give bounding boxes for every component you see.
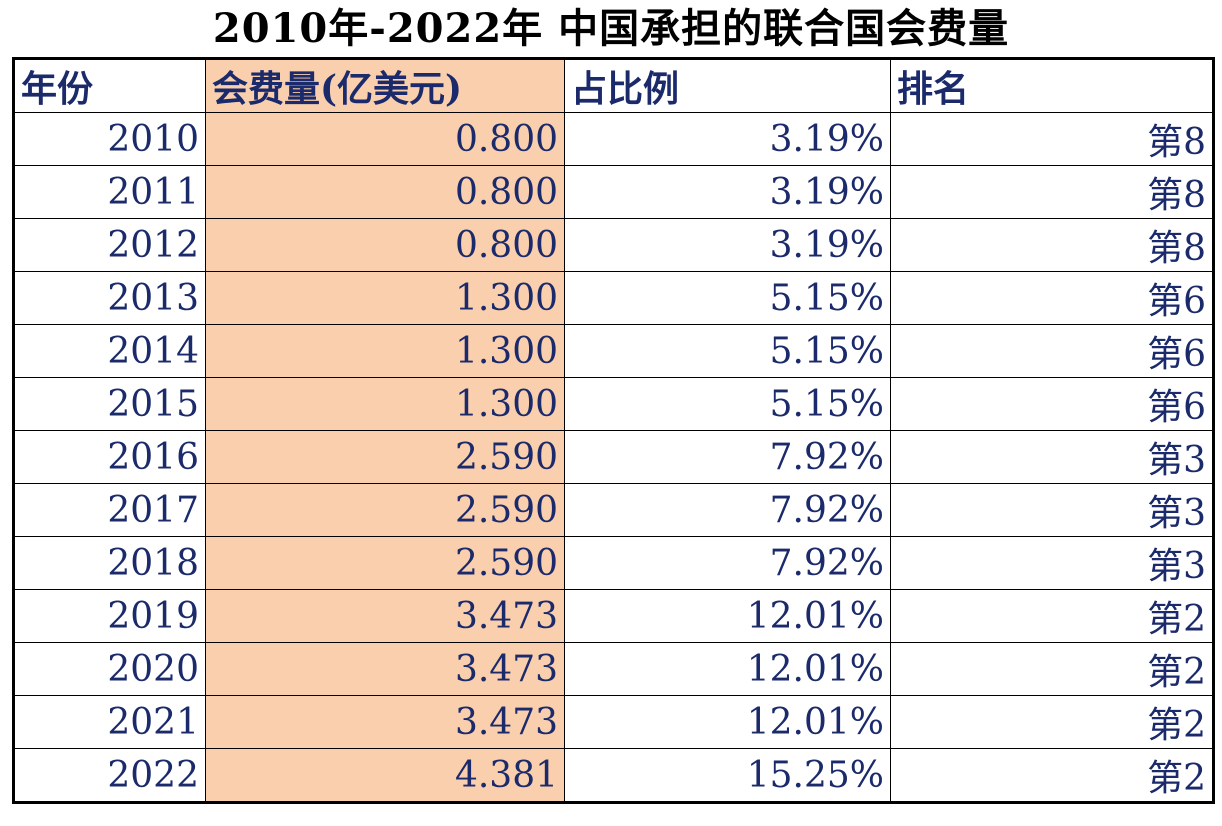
fee-cell: 1.300: [205, 271, 565, 325]
table-title: 2010年-2022年 中国承担的联合国会费量: [212, 5, 1010, 52]
rank-cell: 第2: [890, 589, 1214, 643]
year-cell: 2019: [13, 589, 206, 643]
fee-cell: 1.300: [205, 324, 565, 378]
header-rank: 排名: [890, 58, 1214, 113]
table-row: 2016 2.590 7.92% 第3: [13, 430, 1214, 484]
fee-cell: 1.300: [205, 377, 565, 431]
table-row: 2015 1.300 5.15% 第6: [13, 377, 1214, 431]
share-cell: 5.15%: [564, 271, 891, 325]
rank-cell: 第6: [890, 271, 1214, 325]
header-fee: 会费量(亿美元): [205, 58, 565, 113]
share-cell: 12.01%: [564, 642, 891, 696]
share-cell: 3.19%: [564, 112, 891, 166]
table-row: 2012 0.800 3.19% 第8: [13, 218, 1214, 272]
rank-cell: 第3: [890, 483, 1214, 537]
year-cell: 2018: [13, 536, 206, 590]
table-row: 2022 4.381 15.25% 第2: [13, 748, 1214, 803]
rank-cell: 第8: [890, 165, 1214, 219]
header-share: 占比例: [564, 58, 891, 113]
fee-cell: 2.590: [205, 430, 565, 484]
year-cell: 2012: [13, 218, 206, 272]
year-cell: 2017: [13, 483, 206, 537]
year-cell: 2016: [13, 430, 206, 484]
fee-cell: 2.590: [205, 536, 565, 590]
year-cell: 2022: [13, 748, 206, 803]
header-row: 年份 会费量(亿美元) 占比例 排名: [13, 58, 1214, 113]
rank-cell: 第8: [890, 218, 1214, 272]
rank-cell: 第2: [890, 695, 1214, 749]
fee-cell: 3.473: [205, 589, 565, 643]
rank-cell: 第2: [890, 642, 1214, 696]
fee-cell: 0.800: [205, 218, 565, 272]
fee-cell: 4.381: [205, 748, 565, 803]
fees-table: 年份 会费量(亿美元) 占比例 排名 2010 0.800 3.19% 第8 2011 0…: [12, 57, 1215, 804]
table-row: 2014 1.300 5.15% 第6: [13, 324, 1214, 378]
fee-cell: 0.800: [205, 112, 565, 166]
fee-cell: 2.590: [205, 483, 565, 537]
year-cell: 2011: [13, 165, 206, 219]
table-row: 2019 3.473 12.01% 第2: [13, 589, 1214, 643]
table-row: 2011 0.800 3.19% 第8: [13, 165, 1214, 219]
year-cell: 2020: [13, 642, 206, 696]
share-cell: 5.15%: [564, 377, 891, 431]
share-cell: 12.01%: [564, 589, 891, 643]
rank-cell: 第6: [890, 324, 1214, 378]
rank-cell: 第3: [890, 430, 1214, 484]
share-cell: 7.92%: [564, 536, 891, 590]
header-year: 年份: [13, 58, 206, 113]
share-cell: 7.92%: [564, 483, 891, 537]
fee-cell: 0.800: [205, 165, 565, 219]
table-row: 2017 2.590 7.92% 第3: [13, 483, 1214, 537]
year-cell: 2013: [13, 271, 206, 325]
rank-cell: 第8: [890, 112, 1214, 166]
rank-cell: 第2: [890, 748, 1214, 803]
share-cell: 3.19%: [564, 165, 891, 219]
share-cell: 12.01%: [564, 695, 891, 749]
share-cell: 5.15%: [564, 324, 891, 378]
share-cell: 15.25%: [564, 748, 891, 803]
fee-cell: 3.473: [205, 642, 565, 696]
table-row: 2021 3.473 12.01% 第2: [13, 695, 1214, 749]
share-cell: 7.92%: [564, 430, 891, 484]
table-row: 2020 3.473 12.01% 第2: [13, 642, 1214, 696]
fee-cell: 3.473: [205, 695, 565, 749]
table-row: 2018 2.590 7.92% 第3: [13, 536, 1214, 590]
rank-cell: 第3: [890, 536, 1214, 590]
year-cell: 2014: [13, 324, 206, 378]
year-cell: 2010: [13, 112, 206, 166]
share-cell: 3.19%: [564, 218, 891, 272]
year-cell: 2021: [13, 695, 206, 749]
table-row: 2010 0.800 3.19% 第8: [13, 112, 1214, 166]
rank-cell: 第6: [890, 377, 1214, 431]
year-cell: 2015: [13, 377, 206, 431]
table-row: 2013 1.300 5.15% 第6: [13, 271, 1214, 325]
